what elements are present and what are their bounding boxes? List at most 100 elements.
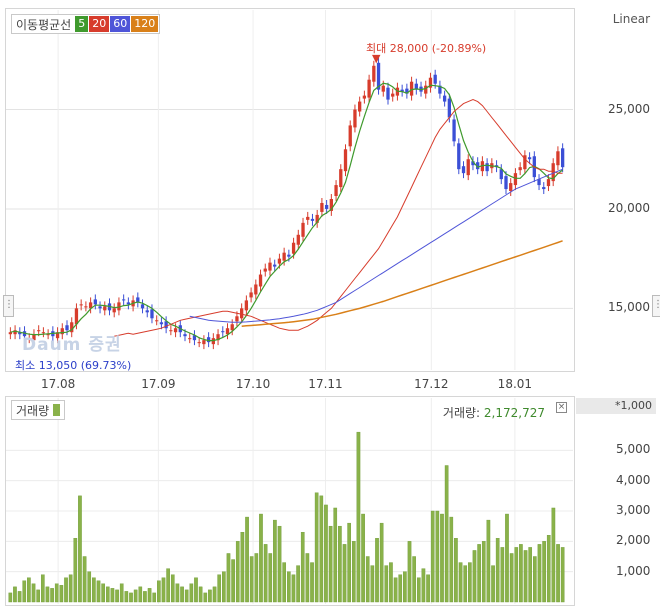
ma60-toggle[interactable]: 60	[110, 16, 131, 32]
volume-bar	[486, 519, 491, 603]
candle-body	[424, 85, 428, 94]
volume-bar	[551, 507, 556, 603]
candle-body	[55, 332, 60, 339]
volume-bar	[208, 589, 212, 603]
volume-bar	[110, 588, 115, 603]
candle-body	[88, 302, 93, 309]
candle-body	[202, 340, 206, 345]
volume-bar	[259, 513, 263, 603]
right-scroll-handle[interactable]: ⋮	[652, 295, 660, 317]
candle-body	[188, 338, 192, 340]
volume-bar	[184, 589, 189, 603]
candle-body	[428, 77, 433, 88]
volume-bar	[82, 556, 87, 603]
candle-body	[150, 309, 154, 319]
ma-legend[interactable]: 이동평균선 5 20 60 120	[11, 14, 161, 34]
volume-bar	[296, 565, 300, 603]
volume-y-tick: 5,000	[616, 442, 651, 457]
candle-body	[391, 93, 395, 97]
candle-body	[93, 299, 97, 305]
candle-body	[263, 268, 267, 272]
left-scroll-handle[interactable]: ⋮	[3, 295, 14, 317]
volume-bar	[416, 577, 421, 603]
candle-body	[438, 85, 442, 94]
volume-bar	[254, 553, 259, 603]
candle-body	[140, 304, 145, 309]
candle-body	[560, 148, 565, 168]
candle-body	[499, 169, 503, 180]
volume-bar	[119, 583, 124, 603]
volume-bar	[235, 541, 240, 603]
volume-bar	[481, 541, 486, 603]
candle-body	[230, 324, 234, 331]
candle-body	[46, 334, 50, 336]
candle-body	[84, 306, 88, 308]
candle-body	[457, 143, 461, 170]
volume-legend[interactable]: 거래량	[11, 400, 66, 420]
candle-body	[145, 310, 149, 313]
candle-body	[268, 262, 272, 271]
volume-bar	[217, 574, 222, 603]
volume-bar	[523, 550, 528, 603]
candle-body	[225, 328, 230, 335]
volume-bar	[147, 588, 152, 603]
candle-body	[476, 162, 480, 170]
ma5-toggle[interactable]: 5	[75, 16, 89, 32]
volume-bar	[477, 544, 481, 603]
candle-body	[254, 284, 258, 295]
candle-body	[74, 308, 79, 325]
close-volume-icon[interactable]: ×	[556, 402, 567, 413]
daum-watermark: Daum 증권	[22, 335, 122, 355]
volume-bar	[505, 513, 509, 603]
volume-bar	[59, 585, 64, 603]
volume-bar	[444, 465, 449, 603]
candle-body	[206, 337, 211, 343]
volume-bar	[124, 591, 129, 603]
volume-bar	[533, 556, 537, 603]
candle-body	[287, 254, 291, 257]
volume-bar	[440, 513, 444, 603]
volume-bar	[161, 577, 166, 603]
volume-bar	[384, 565, 389, 603]
volume-bar	[500, 547, 505, 603]
candle-body	[136, 297, 140, 303]
ma5-line	[10, 82, 563, 342]
volume-readout-label: 거래량:	[442, 406, 481, 420]
scale-mode-toggle[interactable]: Linear	[612, 12, 650, 26]
min-price-label: 최소 13,050 (69.73%)	[15, 359, 132, 372]
volume-bar	[542, 541, 546, 603]
volume-bar	[180, 586, 184, 603]
candle-body	[112, 308, 116, 313]
volume-bar	[338, 525, 342, 603]
volume-bar	[54, 583, 59, 603]
volume-bar	[435, 510, 440, 603]
volume-bar	[105, 586, 110, 603]
volume-bar	[560, 547, 565, 603]
candle-body	[37, 330, 41, 332]
ma20-toggle[interactable]: 20	[89, 16, 110, 32]
volume-bar	[556, 544, 560, 603]
volume-bar	[333, 507, 338, 603]
volume-bar	[375, 538, 379, 603]
volume-bar	[282, 562, 287, 603]
volume-bar	[189, 583, 194, 603]
candle-body	[103, 306, 107, 311]
volume-bar	[50, 588, 54, 603]
ma120-toggle[interactable]: 120	[131, 16, 159, 32]
volume-bar	[370, 565, 375, 603]
volume-bar	[514, 547, 519, 603]
candle-body	[513, 173, 518, 186]
x-axis-tick: 17.08	[40, 377, 76, 391]
volume-bar	[407, 541, 412, 603]
volume-swatch-icon	[53, 404, 61, 416]
volume-bar	[277, 525, 282, 603]
x-axis-tick: 17.09	[141, 377, 176, 391]
volume-bar	[226, 553, 231, 603]
volume-bar	[101, 583, 105, 603]
candle-body	[117, 302, 121, 311]
volume-bar	[17, 591, 22, 603]
candle-body	[461, 166, 466, 174]
volume-bar	[421, 568, 426, 603]
volume-bar	[157, 580, 161, 603]
volume-bar	[472, 550, 477, 603]
